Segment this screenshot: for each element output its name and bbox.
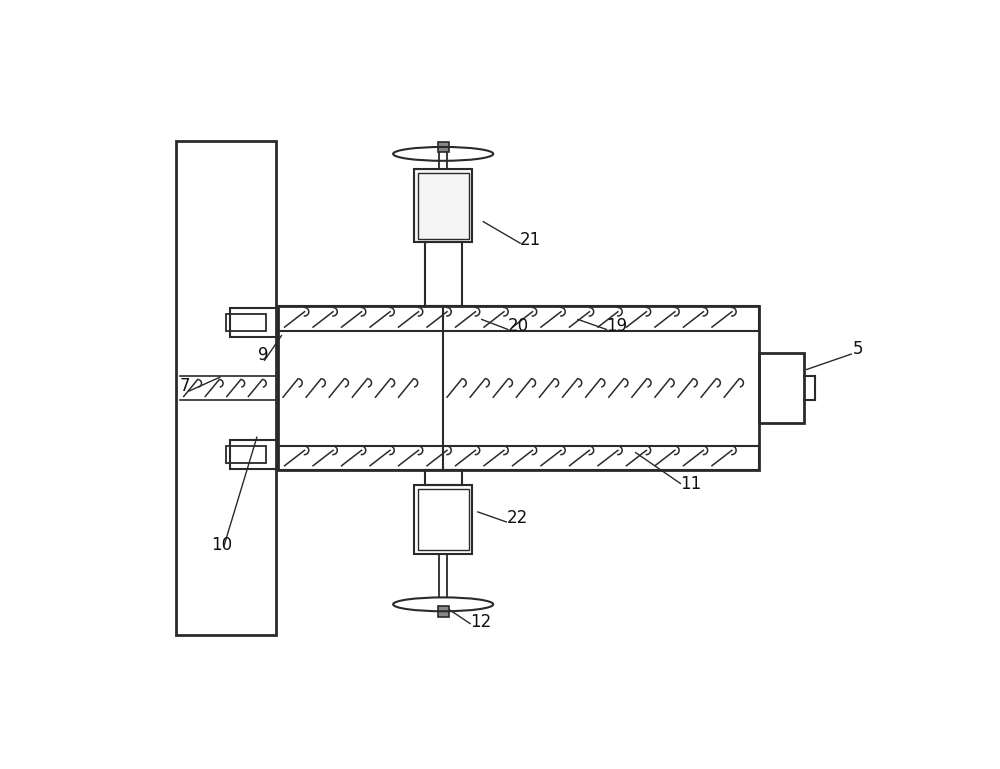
Bar [226,446,266,463]
Bar [414,169,472,242]
Text: 5: 5 [853,340,863,358]
Text: 9: 9 [258,346,269,365]
Bar [418,173,469,238]
Bar [278,306,759,471]
Bar [278,306,759,331]
Text: 19: 19 [606,317,628,335]
Bar [278,446,759,471]
Text: 10: 10 [211,537,232,554]
Bar [759,353,804,423]
Text: 22: 22 [506,510,528,528]
Text: 12: 12 [470,614,491,631]
Text: 11: 11 [680,474,702,493]
Bar [230,308,278,337]
Bar [418,489,469,551]
Bar [226,314,266,331]
Bar [414,485,472,554]
Bar [438,141,449,152]
Text: 20: 20 [508,317,529,335]
Text: 7: 7 [180,377,190,395]
Bar [438,606,449,617]
Text: 21: 21 [520,231,541,248]
Bar [230,440,278,469]
Bar [176,141,276,635]
